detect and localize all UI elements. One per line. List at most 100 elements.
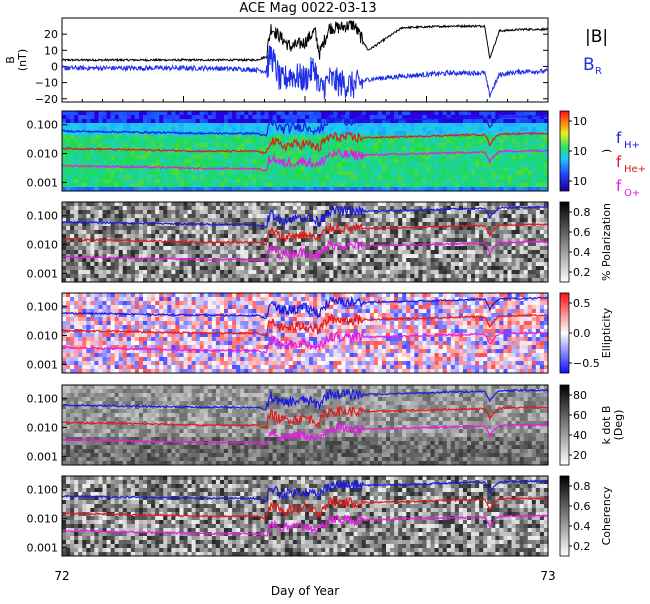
spectrogram-cell xyxy=(528,111,533,116)
spectrogram-cell xyxy=(414,147,419,152)
spectrogram-cell xyxy=(463,274,468,279)
spectrogram-cell xyxy=(115,226,120,231)
spectrogram-cell xyxy=(512,226,517,231)
spectrogram-cell xyxy=(66,171,71,176)
spectrogram-cell xyxy=(220,127,225,132)
spectrogram-cell xyxy=(256,250,261,255)
spectrogram-cell xyxy=(147,171,152,176)
spectrogram-cell xyxy=(333,270,338,275)
spectrogram-cell xyxy=(431,155,436,160)
spectrogram-cell xyxy=(131,175,136,180)
spectrogram-cell xyxy=(62,206,67,211)
spectrogram-cell xyxy=(90,167,95,172)
spectrogram-cell xyxy=(431,127,436,132)
spectrogram-cell xyxy=(66,365,71,370)
spectrogram-cell xyxy=(111,143,116,148)
spectrogram-cell xyxy=(220,234,225,239)
spectrogram-cell xyxy=(512,234,517,239)
spectrogram-cell xyxy=(167,250,172,255)
spectrogram-cell xyxy=(216,246,221,251)
spectrogram-cell xyxy=(289,270,294,275)
spectrogram-cell xyxy=(305,115,310,120)
spectrogram-cell xyxy=(111,214,116,219)
spectrogram-cell xyxy=(277,206,282,211)
spectrogram-cell xyxy=(212,210,217,215)
spectrogram-cell xyxy=(406,250,411,255)
spectrogram-cell xyxy=(111,123,116,128)
spectrogram-cell xyxy=(329,234,334,239)
spectrogram-cell xyxy=(265,206,270,211)
spectrogram-cell xyxy=(447,175,452,180)
spectrogram-cell xyxy=(111,115,116,120)
spectrogram-cell xyxy=(410,250,415,255)
spectrogram-cell xyxy=(155,274,160,279)
spectrogram-cell xyxy=(127,151,132,156)
spectrogram-cell xyxy=(528,218,533,223)
spectrogram-cell xyxy=(273,222,278,227)
spectrogram-cell xyxy=(341,214,346,219)
spectrogram-cell xyxy=(232,230,237,235)
spectrogram-cell xyxy=(260,230,265,235)
spectrogram-cell xyxy=(78,135,83,140)
spectrogram-cell xyxy=(220,155,225,160)
spectrogram-cell xyxy=(66,317,71,322)
spectrogram-cell xyxy=(103,274,108,279)
spectrogram-cell xyxy=(171,218,176,223)
spectrogram-cell xyxy=(184,254,189,259)
spectrogram-cell xyxy=(398,175,403,180)
spectrogram-cell xyxy=(273,258,278,263)
spectrogram-cell xyxy=(374,115,379,120)
spectrogram-cell xyxy=(443,143,448,148)
spectrogram-cell xyxy=(163,214,168,219)
spectrogram-cell xyxy=(508,226,513,231)
spectrogram-cell xyxy=(410,258,415,263)
spectrogram-cell xyxy=(74,266,79,271)
spectrogram-cell xyxy=(62,349,67,354)
spectrogram-cell xyxy=(74,270,79,275)
spectrogram-cell xyxy=(139,206,144,211)
spectrogram-cell xyxy=(236,226,241,231)
spectrogram-cell xyxy=(471,246,476,251)
spectrogram-cell xyxy=(346,214,351,219)
spectrogram-cell xyxy=(127,119,132,124)
spectrogram-cell xyxy=(341,262,346,267)
spectrogram-cell xyxy=(208,139,213,144)
spectrogram-cell xyxy=(471,258,476,263)
spectrogram-cell xyxy=(135,123,140,128)
spectrogram-cell xyxy=(252,139,257,144)
spectrogram-cell xyxy=(260,250,265,255)
spectrogram-cell xyxy=(455,159,460,164)
spectrogram-cell xyxy=(459,238,464,243)
spectrogram-cell xyxy=(119,246,124,251)
spectrogram-cell xyxy=(66,250,71,255)
spectrogram-cell xyxy=(341,202,346,207)
spectrogram-cell xyxy=(82,258,87,263)
spectrogram-cell xyxy=(62,262,67,267)
spectrogram-cell xyxy=(410,167,415,172)
spectrogram-cell xyxy=(447,119,452,124)
spectrogram-cell xyxy=(305,131,310,136)
spectrogram-cell xyxy=(499,250,504,255)
spectrogram-cell xyxy=(536,123,541,128)
spectrogram-cell xyxy=(350,111,355,116)
spectrogram-cell xyxy=(90,179,95,184)
spectrogram-cell xyxy=(406,222,411,227)
spectrogram-cell xyxy=(483,214,488,219)
spectrogram-cell xyxy=(224,143,229,148)
spectrogram-cell xyxy=(232,270,237,275)
spectrogram-cell xyxy=(471,234,476,239)
spectrogram-cell xyxy=(455,214,460,219)
spectrogram-cell xyxy=(427,171,432,176)
spectrogram-cell xyxy=(232,218,237,223)
spectrogram-cell xyxy=(248,262,253,267)
spectrogram-cell xyxy=(394,254,399,259)
spectrogram-cell xyxy=(341,163,346,168)
spectrogram-cell xyxy=(370,222,375,227)
spectrogram-cell xyxy=(119,143,124,148)
spectrogram-cell xyxy=(459,274,464,279)
spectrogram-cell xyxy=(427,266,432,271)
spectrogram-cell xyxy=(119,119,124,124)
spectrogram-cell xyxy=(305,206,310,211)
spectrogram-cell xyxy=(256,246,261,251)
spectrogram-cell xyxy=(196,206,201,211)
